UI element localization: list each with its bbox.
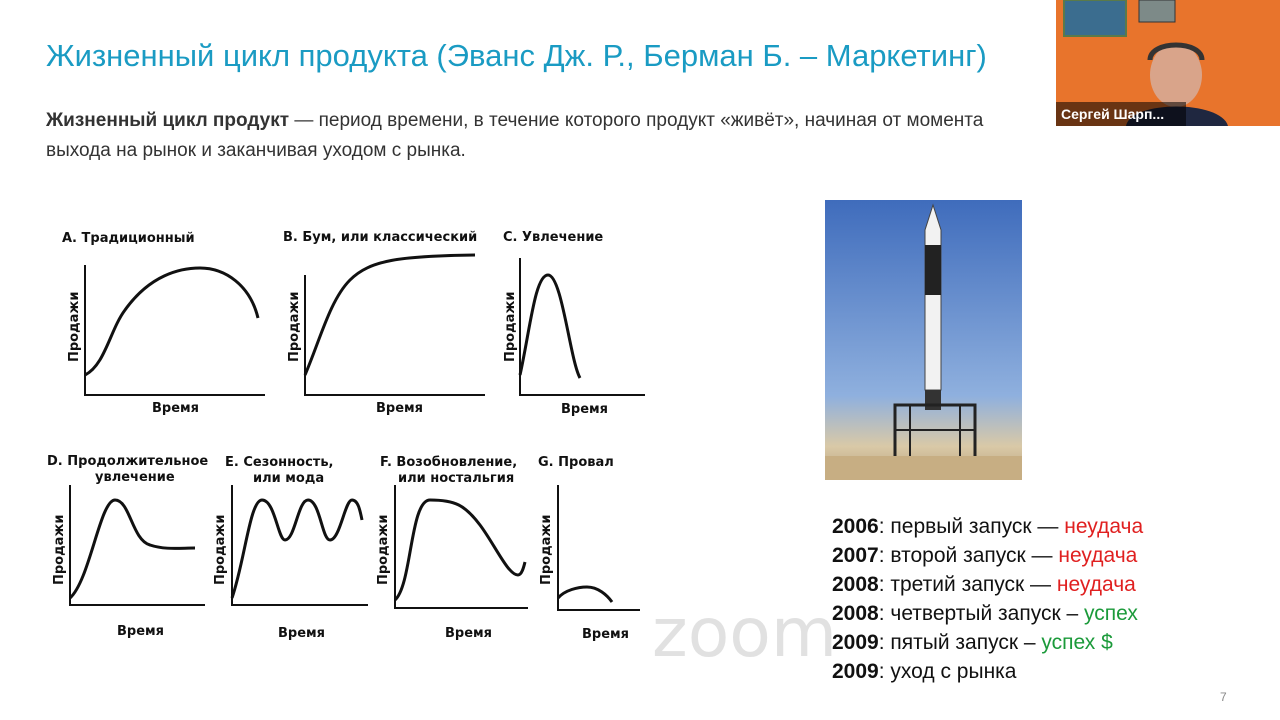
diagram-label-line2: увлечение <box>95 470 175 485</box>
diagram-label: В. Бум, или классический <box>283 230 477 245</box>
diagram-label: D. Продолжительное <box>47 454 208 469</box>
diagram-e: Е. Сезонность, или мода Время Продажи <box>213 455 368 641</box>
diagram-label-line2: или мода <box>253 471 324 486</box>
x-axis-label: Время <box>561 402 608 417</box>
axes <box>231 485 368 606</box>
y-axis-label: Продажи <box>213 515 228 585</box>
diagram-d: D. Продолжительное увлечение Время Прода… <box>47 454 208 639</box>
diagram-label: А. Традиционный <box>62 231 195 246</box>
timeline-row: 2008: четвертый запуск – успех <box>832 602 1138 625</box>
diagram-f: F. Возобновление, или ностальгия Время П… <box>376 455 528 641</box>
y-axis-label: Продажи <box>539 515 554 585</box>
y-axis-label: Продажи <box>503 292 518 362</box>
rocket-photo <box>825 200 1022 480</box>
slide-title: Жизненный цикл продукта (Эванс Дж. Р., Б… <box>46 38 987 73</box>
diagram-label: G. Провал <box>538 455 614 470</box>
page-number: 7 <box>1220 690 1227 704</box>
curve <box>303 253 476 376</box>
axes <box>84 265 265 396</box>
definition: Жизненный цикл продукт — период времени,… <box>46 106 1041 166</box>
rocket-icon <box>825 203 1022 480</box>
zoom-watermark: zoom <box>652 594 838 673</box>
diagram-b: В. Бум, или классический Время Продажи <box>283 230 485 416</box>
curve <box>84 266 260 377</box>
x-axis-label: Время <box>152 401 199 416</box>
diagram-g: G. Провал Время Продажи <box>538 455 640 642</box>
launch-timeline: 2006: первый запуск — неудача 2007: втор… <box>832 512 1143 686</box>
y-axis-label: Продажи <box>52 515 67 585</box>
y-axis-label: Продажи <box>287 292 302 362</box>
timeline-row: 2009: пятый запуск – успех $ <box>832 631 1113 654</box>
timeline-row: 2008: третий запуск — неудача <box>832 573 1136 596</box>
curve <box>556 585 614 603</box>
x-axis-label: Время <box>278 626 325 641</box>
diagram-label-line2: или ностальгия <box>398 471 514 486</box>
axes <box>69 485 205 606</box>
diagram-label: С. Увлечение <box>503 230 603 245</box>
definition-text: — период времени, в течение которого про… <box>46 110 984 161</box>
y-axis-label: Продажи <box>67 292 82 362</box>
x-axis-label: Время <box>582 627 629 642</box>
diagram-label: Е. Сезонность, <box>225 455 333 470</box>
y-axis-label: Продажи <box>376 515 391 585</box>
definition-term: Жизненный цикл продукт <box>46 110 290 131</box>
diagram-label: F. Возобновление, <box>380 455 517 470</box>
participant-video[interactable]: Сергей Шарп... <box>1056 0 1280 126</box>
x-axis-label: Время <box>376 401 423 416</box>
participant-name: Сергей Шарп... <box>1056 102 1186 126</box>
axes <box>304 275 485 396</box>
curve <box>518 273 582 379</box>
life-cycle-diagrams: А. Традиционный Время Продажи В. Бум, ил… <box>47 230 645 642</box>
curve <box>393 498 527 602</box>
diagram-c: С. Увлечение Время Продажи <box>503 230 645 417</box>
axes <box>394 485 528 609</box>
timeline-row: 2006: первый запуск — неудача <box>832 515 1144 538</box>
timeline-row: 2007: второй запуск — неудача <box>832 544 1138 567</box>
x-axis-label: Время <box>117 624 164 639</box>
timeline-row: 2009: уход с рынка <box>832 660 1017 683</box>
curve <box>68 498 196 600</box>
x-axis-label: Время <box>445 626 492 641</box>
axes <box>519 258 645 396</box>
diagram-a: А. Традиционный Время Продажи <box>62 231 265 416</box>
axes <box>557 485 640 611</box>
curve <box>230 498 364 599</box>
